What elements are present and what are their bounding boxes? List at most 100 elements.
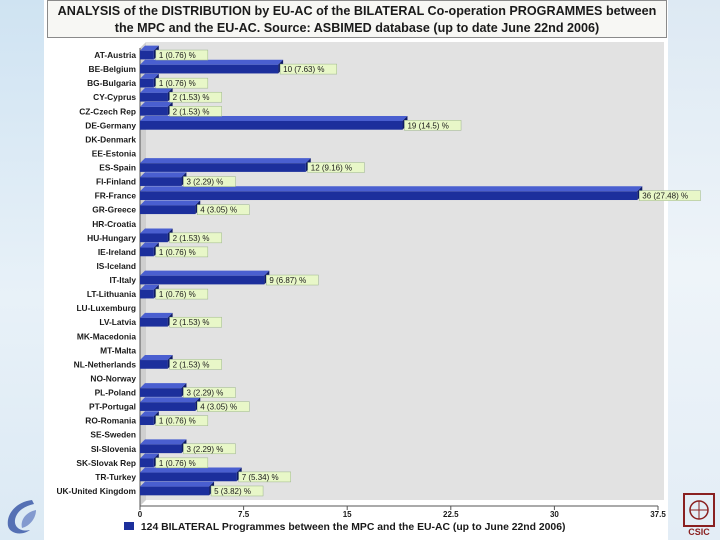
x-tick-label-1: 7.5 <box>238 510 250 519</box>
bar-top-fi-finland <box>140 172 187 178</box>
data-label-box-pl-poland <box>183 387 236 398</box>
data-label-lv-latvia: 2 (1.53) % <box>169 316 222 328</box>
bar-top-fr-france <box>140 186 643 192</box>
bar-top-gr-greece <box>140 200 201 206</box>
category-label-fr-france: FR-France <box>95 191 137 201</box>
bar-de-germany <box>140 115 408 130</box>
data-label-text-uk-united-kingdom: 5 (3.82) % <box>214 487 251 496</box>
x-tick-label-3: 22.5 <box>443 510 459 519</box>
bar-be-belgium <box>140 59 284 74</box>
bar-face-gr-greece <box>140 205 196 215</box>
bar-face-pl-poland <box>140 388 182 397</box>
category-label-ro-romania: RO-Romania <box>85 416 136 426</box>
bar-face-de-germany <box>140 120 403 130</box>
data-label-fi-finland: 3 (2.29) % <box>183 176 236 187</box>
category-label-uk-united-kingdom: UK-United Kingdom <box>56 486 136 496</box>
bar-face-fi-finland <box>140 177 182 186</box>
bar-top-at-austria <box>140 45 159 51</box>
data-label-de-germany: 19 (14.5) % <box>404 120 462 131</box>
data-label-be-belgium: 10 (7.63) % <box>279 63 337 75</box>
bar-face-it-italy <box>140 275 265 285</box>
bar-top-ie-ireland <box>140 242 159 248</box>
data-label-pl-poland: 3 (2.29) % <box>183 387 236 398</box>
bar-top-bg-bulgaria <box>140 73 159 79</box>
csic-logo-icon: CSIC <box>683 493 715 537</box>
chart-title: ANALYSIS of the DISTRIBUTION by EU-AC of… <box>47 0 667 38</box>
category-label-si-slovenia: SI-Slovenia <box>91 444 136 454</box>
category-label-lv-latvia: LV-Latvia <box>99 317 136 327</box>
data-label-text-cy-cyprus: 2 (1.53) % <box>173 93 210 102</box>
category-label-mt-malta: MT-Malta <box>100 345 136 355</box>
category-label-fi-finland: FI-Finland <box>96 177 136 187</box>
data-label-text-ro-romania: 1 (0.76) % <box>159 417 196 426</box>
bar-top-hu-hungary <box>140 228 173 234</box>
data-label-ie-ireland: 1 (0.76) % <box>155 246 209 258</box>
bar-face-tr-turkey <box>140 472 237 482</box>
data-label-box-cz-czech-rep <box>169 106 222 117</box>
bar-top-it-italy <box>140 270 270 276</box>
legend-swatch <box>124 522 134 531</box>
bar-top-es-spain <box>140 158 311 164</box>
bar-face-ro-romania <box>140 416 154 426</box>
bar-face-nl-netherlands <box>140 360 168 369</box>
bar-cz-czech-rep <box>140 101 173 116</box>
category-label-lt-lithuania: LT-Lithuania <box>87 289 136 299</box>
data-label-box-hu-hungary <box>169 232 222 244</box>
category-label-it-italy: IT-Italy <box>109 275 136 285</box>
bar-face-hu-hungary <box>140 233 168 243</box>
data-label-nl-netherlands: 2 (1.53) % <box>169 359 222 370</box>
data-label-text-it-italy: 9 (6.87) % <box>269 276 306 285</box>
data-label-box-tr-turkey <box>238 471 291 483</box>
bars-group <box>140 45 643 496</box>
x-tick-label-5: 37.5 <box>650 510 666 519</box>
bar-lv-latvia <box>140 312 173 327</box>
data-label-fr-france: 36 (27.48) % <box>639 190 701 201</box>
bar-top-pt-portugal <box>140 397 201 403</box>
bar-gr-greece <box>140 200 201 215</box>
category-label-nl-netherlands: NL-Netherlands <box>74 359 137 369</box>
bar-top-uk-united-kingdom <box>140 481 215 487</box>
data-label-text-pl-poland: 3 (2.29) % <box>186 389 223 398</box>
data-label-tr-turkey: 7 (5.34) % <box>238 471 291 483</box>
bar-si-slovenia <box>140 439 187 454</box>
legend: 124 BILATERAL Programmes between the MPC… <box>124 521 565 535</box>
data-label-sk-slovak-rep: 1 (0.76) % <box>155 457 209 469</box>
data-label-text-lv-latvia: 2 (1.53) % <box>173 318 210 327</box>
data-label-box-lt-lithuania <box>155 288 209 300</box>
data-label-text-tr-turkey: 7 (5.34) % <box>242 473 279 482</box>
data-label-box-pt-portugal <box>197 401 250 412</box>
data-label-box-si-slovenia <box>183 443 236 455</box>
bar-hu-hungary <box>140 228 173 243</box>
bar-face-at-austria <box>140 50 154 60</box>
data-label-text-at-austria: 1 (0.76) % <box>159 51 196 60</box>
data-label-hu-hungary: 2 (1.53) % <box>169 232 222 244</box>
data-label-box-lv-latvia <box>169 316 222 328</box>
data-label-text-be-belgium: 10 (7.63) % <box>283 65 324 74</box>
bar-top-tr-turkey <box>140 467 242 473</box>
x-tick-label-0: 0 <box>138 510 143 519</box>
data-label-cz-czech-rep: 2 (1.53) % <box>169 106 222 117</box>
category-label-is-iceland: IS-Iceland <box>96 261 136 271</box>
data-label-box-ro-romania <box>155 415 209 426</box>
x-tick-label-4: 30 <box>550 510 559 519</box>
data-label-text-es-spain: 12 (9.16) % <box>311 164 352 173</box>
category-label-mk-macedonia: MK-Macedonia <box>77 331 136 341</box>
data-label-si-slovenia: 3 (2.29) % <box>183 443 236 455</box>
bar-face-bg-bulgaria <box>140 78 154 88</box>
data-label-box-be-belgium <box>279 63 337 75</box>
svg-text:CSIC: CSIC <box>688 527 710 537</box>
category-label-es-spain: ES-Spain <box>99 163 136 173</box>
bar-face-uk-united-kingdom <box>140 486 210 496</box>
category-label-pt-portugal: PT-Portugal <box>89 402 136 412</box>
data-label-uk-united-kingdom: 5 (3.82) % <box>210 485 264 497</box>
data-label-text-hu-hungary: 2 (1.53) % <box>173 234 210 243</box>
bar-it-italy <box>140 270 270 285</box>
category-label-pl-poland: PL-Poland <box>95 388 136 398</box>
data-label-text-cz-czech-rep: 2 (1.53) % <box>173 107 210 116</box>
data-label-box-it-italy <box>266 274 319 286</box>
data-label-box-fr-france <box>639 190 701 201</box>
bar-top-ro-romania <box>140 411 159 417</box>
category-label-bg-bulgaria: BG-Bulgaria <box>87 78 136 88</box>
category-label-tr-turkey: TR-Turkey <box>95 472 136 482</box>
legend-label: 124 BILATERAL Programmes between the MPC… <box>140 522 566 533</box>
